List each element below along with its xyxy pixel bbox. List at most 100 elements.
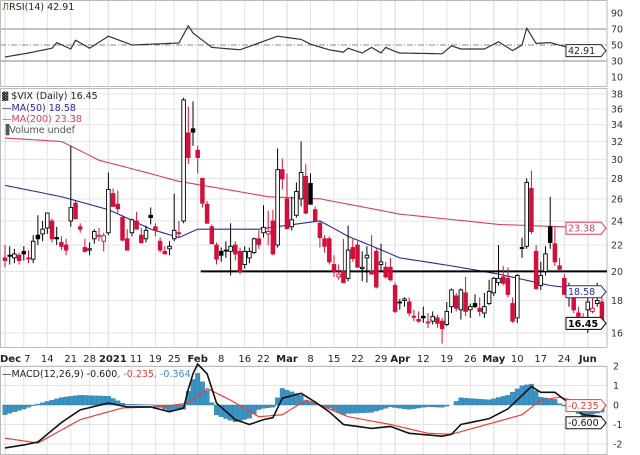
candle — [134, 211, 139, 230]
macd-histogram-bar — [152, 404, 158, 407]
date-axis-label: Apr — [390, 354, 410, 365]
candle-body — [317, 222, 323, 239]
macd-tick-label: 1 — [613, 381, 619, 392]
candle — [242, 246, 247, 269]
candle — [496, 245, 501, 286]
macd-histogram-bar — [298, 395, 304, 406]
macd-histogram-bar — [77, 395, 83, 406]
price-tick-label: 22 — [611, 241, 623, 252]
macd-histogram-bar — [369, 404, 375, 413]
candle-body — [543, 253, 548, 272]
date-axis-label: Feb — [188, 354, 208, 365]
candle — [463, 276, 468, 317]
candle — [359, 251, 365, 282]
candle-body — [270, 220, 276, 255]
candle-body — [186, 132, 191, 158]
candle — [468, 303, 473, 318]
macd-histogram-bar — [336, 404, 342, 413]
rsi-value-tag-text: 42.91 — [568, 46, 595, 57]
date-axis-label: 22 — [257, 354, 270, 365]
candle-body — [110, 193, 116, 207]
candle — [364, 246, 370, 283]
candle — [374, 247, 379, 289]
candle-body — [251, 238, 257, 254]
ma50-value-tag-text: 18.58 — [568, 287, 595, 298]
rsi-legend: ЛRSI(14) 42.91 — [2, 2, 74, 13]
candle-body — [585, 301, 591, 311]
macd-histogram-bar — [58, 397, 64, 406]
macd-histogram-bar — [228, 404, 234, 421]
candle-body — [430, 315, 435, 322]
date-axis-label: 26 — [464, 354, 477, 365]
candle-body — [16, 254, 22, 261]
rsi-icon: Л — [2, 2, 10, 13]
macd-histogram-bar — [44, 401, 50, 406]
candle — [2, 245, 8, 268]
candle-body — [143, 229, 149, 240]
candle-body — [54, 237, 59, 240]
macd-legend: —MACD(12,26,9) -0.600, -0.235, -0.364 — [2, 369, 191, 380]
candle — [430, 311, 435, 325]
candle — [77, 223, 83, 233]
candle-body — [162, 250, 168, 255]
candle-body — [242, 250, 247, 265]
candle-body — [247, 250, 252, 259]
candle — [345, 225, 351, 282]
candle — [218, 247, 224, 262]
macd-histogram-bar — [420, 404, 426, 408]
candle — [280, 158, 285, 190]
candle-body — [336, 273, 341, 278]
candle — [63, 238, 69, 256]
candle-body — [87, 248, 92, 251]
ma200-swatch-icon: — — [2, 114, 12, 125]
candle-body — [529, 187, 534, 232]
candle-body — [388, 266, 393, 281]
ma200-legend: —MA(200) 23.38 — [2, 114, 82, 125]
candle — [73, 200, 78, 220]
ma200-value-tag: 23.38 — [565, 221, 607, 235]
candle-body — [519, 247, 525, 249]
ma50-legend: —MA(50) 18.58 — [2, 103, 76, 114]
candle-body — [139, 234, 144, 243]
candle-body — [355, 244, 360, 268]
candle-body — [106, 189, 111, 234]
rsi-tick-label: 30 — [611, 57, 623, 68]
candle-body — [524, 181, 529, 247]
candle — [265, 210, 271, 246]
macd-value-tag-text: -0.600 — [568, 418, 599, 429]
macd-histogram-bar — [491, 398, 497, 406]
candle — [30, 235, 36, 264]
candle-body — [557, 265, 562, 270]
volume-legend-text: Volume undef — [9, 125, 75, 136]
date-axis-label: 8 — [218, 354, 224, 365]
macd-histogram-bar — [392, 404, 398, 408]
candle — [115, 190, 121, 214]
macd-histogram-bar — [524, 384, 530, 406]
macd-histogram-bar — [91, 395, 97, 406]
macd-histogram-bar — [209, 402, 215, 406]
candle — [505, 267, 511, 298]
candle-body — [510, 303, 515, 322]
candle — [284, 173, 290, 230]
candle — [190, 101, 196, 146]
candle — [294, 182, 299, 218]
macd-histogram-bar — [134, 404, 140, 406]
candle — [92, 229, 97, 244]
price-tick-label: 38 — [611, 90, 623, 101]
rsi-line — [4, 24, 603, 58]
macd-histogram-bar — [439, 404, 445, 408]
candle — [378, 243, 384, 272]
candle — [106, 172, 111, 236]
candle-body — [26, 257, 31, 260]
candle-body — [303, 175, 309, 214]
candle-body — [115, 203, 121, 210]
candle — [312, 206, 318, 223]
candle-body — [284, 198, 290, 230]
macd-histogram-bar — [21, 404, 27, 410]
candle-body — [120, 217, 125, 241]
candle-body — [129, 219, 135, 234]
macd-histogram-bar — [472, 398, 478, 406]
macd-signal-value-tag-box — [565, 399, 607, 413]
candle — [153, 223, 158, 237]
